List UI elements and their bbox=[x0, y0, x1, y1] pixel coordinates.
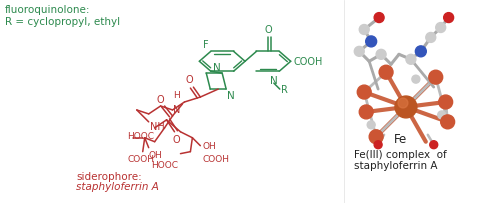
Text: O: O bbox=[264, 25, 272, 35]
Circle shape bbox=[436, 23, 446, 33]
Text: Fe(III) complex  of: Fe(III) complex of bbox=[354, 149, 447, 159]
Text: siderophore:: siderophore: bbox=[76, 171, 142, 181]
Circle shape bbox=[438, 111, 446, 119]
Text: COOH: COOH bbox=[294, 57, 323, 67]
Circle shape bbox=[369, 130, 383, 144]
Circle shape bbox=[426, 33, 436, 43]
Circle shape bbox=[398, 99, 408, 108]
Text: OH: OH bbox=[148, 150, 162, 159]
Text: N: N bbox=[270, 76, 278, 86]
Text: N: N bbox=[214, 63, 221, 73]
Circle shape bbox=[354, 47, 364, 57]
Text: F: F bbox=[203, 40, 209, 50]
Circle shape bbox=[429, 71, 442, 85]
Circle shape bbox=[406, 55, 416, 65]
Text: H: H bbox=[173, 91, 180, 100]
Circle shape bbox=[416, 47, 426, 58]
Circle shape bbox=[395, 96, 417, 118]
Text: COOH: COOH bbox=[202, 154, 230, 163]
Text: Fe: Fe bbox=[394, 132, 407, 145]
Circle shape bbox=[412, 76, 420, 84]
Text: R = cyclopropyl, ethyl: R = cyclopropyl, ethyl bbox=[4, 17, 120, 27]
Text: O: O bbox=[186, 75, 193, 85]
Text: R: R bbox=[281, 85, 287, 95]
Text: HOOC: HOOC bbox=[152, 160, 178, 169]
Circle shape bbox=[358, 86, 371, 100]
Circle shape bbox=[438, 96, 452, 109]
Circle shape bbox=[367, 121, 375, 129]
Text: COOH: COOH bbox=[127, 154, 154, 163]
Circle shape bbox=[360, 26, 369, 35]
Circle shape bbox=[360, 105, 373, 119]
Circle shape bbox=[376, 50, 386, 60]
Text: N: N bbox=[227, 91, 235, 101]
Text: N: N bbox=[173, 104, 180, 114]
Circle shape bbox=[440, 115, 454, 129]
Text: staphyloferrin A: staphyloferrin A bbox=[76, 182, 159, 192]
Circle shape bbox=[430, 141, 438, 149]
Circle shape bbox=[374, 13, 384, 23]
Circle shape bbox=[379, 66, 393, 80]
Circle shape bbox=[374, 141, 382, 149]
Text: staphyloferrin A: staphyloferrin A bbox=[354, 160, 438, 170]
Text: O: O bbox=[172, 134, 180, 144]
Text: HOOC: HOOC bbox=[127, 132, 154, 141]
Text: NH: NH bbox=[150, 121, 164, 131]
Text: OH: OH bbox=[202, 142, 216, 151]
Text: fluoroquinolone:: fluoroquinolone: bbox=[4, 5, 90, 15]
Circle shape bbox=[366, 37, 376, 48]
Text: O: O bbox=[157, 94, 164, 104]
Circle shape bbox=[444, 13, 454, 23]
